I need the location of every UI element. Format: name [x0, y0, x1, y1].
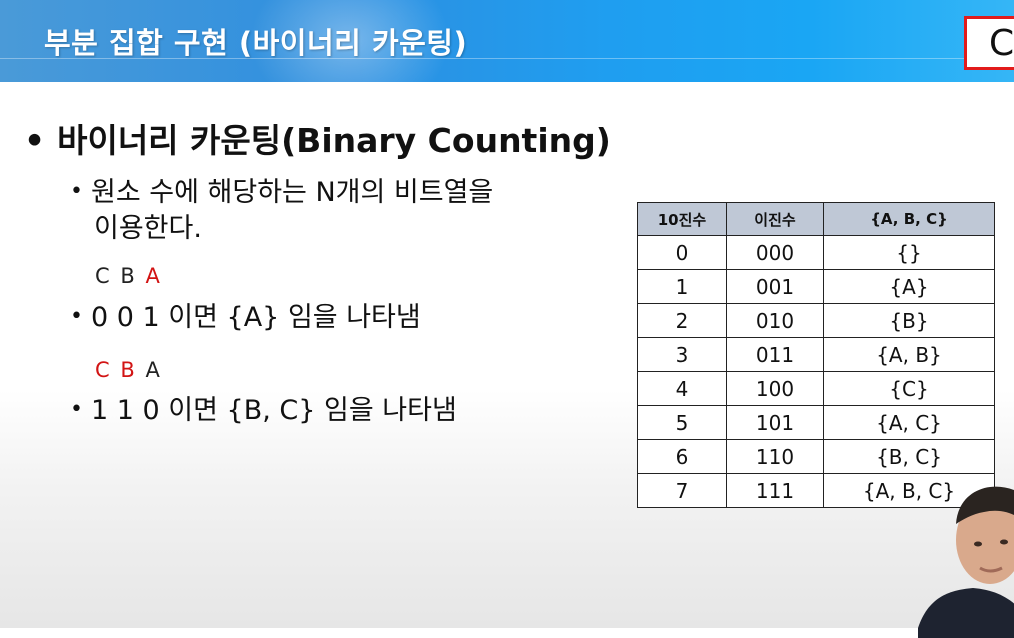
cell-decimal: 5 [637, 405, 727, 440]
sub-bullet-1-line1: 원소 수에 해당하는 N개의 비트열을 [90, 177, 494, 208]
table-row: 1 001 {A} [637, 269, 995, 304]
cell-binary: 010 [726, 303, 824, 338]
cell-subset: {A} [823, 269, 995, 304]
bit-label-b: B [120, 264, 137, 288]
table-row: 5 101 {A, C} [637, 405, 995, 440]
table-row: 3 011 {A, B} [637, 337, 995, 372]
sub-bullet-1-line2: 이용한다. [94, 213, 202, 244]
header-glow [250, 0, 450, 82]
bit-label-b: B [120, 358, 137, 382]
cell-binary: 011 [726, 337, 824, 372]
bit-labels-2: C B A [95, 358, 162, 382]
cell-subset: {} [823, 235, 995, 270]
cell-binary: 110 [726, 439, 824, 474]
cell-binary: 100 [726, 371, 824, 406]
subset-table: 10진수 이진수 {A, B, C} 0 000 {} 1 001 {A} 2 … [637, 202, 995, 508]
sub-bullet-1-continued: 이용한다. [94, 206, 202, 245]
bullet-dot: • [70, 179, 83, 204]
bit-label-a: A [145, 358, 162, 382]
cell-decimal: 1 [637, 269, 727, 304]
cell-subset: {A, C} [823, 405, 995, 440]
table-row: 2 010 {B} [637, 303, 995, 338]
table-row: 0 000 {} [637, 235, 995, 270]
header-line [0, 58, 1014, 59]
cell-binary: 000 [726, 235, 824, 270]
slide-header: 부분 집합 구현 (바이너리 카운팅) C [0, 0, 1014, 82]
main-bullet-text: 바이너리 카운팅(Binary Counting) [57, 121, 611, 160]
bit-label-c: C [95, 358, 112, 382]
cell-decimal: 3 [637, 337, 727, 372]
sub-bullet-3-text: 1 1 0 이면 {B, C} 임을 나타냄 [90, 395, 457, 426]
cell-decimal: 6 [637, 439, 727, 474]
table-row: 4 100 {C} [637, 371, 995, 406]
corner-logo-box: C [964, 16, 1014, 70]
cell-decimal: 7 [637, 473, 727, 508]
bullet-dot: • [70, 304, 83, 329]
cell-binary: 101 [726, 405, 824, 440]
cell-subset: {B, C} [823, 439, 995, 474]
header-binary: 이진수 [726, 202, 824, 236]
sub-bullet-2: • 0 0 1 이면 {A} 임을 나타냄 [70, 295, 421, 334]
header-subset: {A, B, C} [823, 202, 995, 236]
bit-labels-1: C B A [95, 264, 162, 288]
cell-decimal: 2 [637, 303, 727, 338]
bit-label-a: A [145, 264, 162, 288]
bullet-dot: • [70, 397, 83, 422]
cell-decimal: 4 [637, 371, 727, 406]
main-bullet: • 바이너리 카운팅(Binary Counting) [24, 114, 611, 162]
table-row: 7 111 {A, B, C} [637, 473, 995, 508]
cell-subset: {C} [823, 371, 995, 406]
cell-binary: 001 [726, 269, 824, 304]
cell-decimal: 0 [637, 235, 727, 270]
cell-subset: {A, B, C} [823, 473, 995, 508]
sub-bullet-3: • 1 1 0 이면 {B, C} 임을 나타냄 [70, 388, 457, 427]
table-header-row: 10진수 이진수 {A, B, C} [637, 202, 995, 236]
cell-binary: 111 [726, 473, 824, 508]
slide-title: 부분 집합 구현 (바이너리 카운팅) [44, 26, 468, 60]
cell-subset: {A, B} [823, 337, 995, 372]
sub-bullet-2-text: 0 0 1 이면 {A} 임을 나타냄 [90, 302, 421, 333]
corner-letter: C [989, 23, 1014, 64]
table-row: 6 110 {B, C} [637, 439, 995, 474]
bullet-dot: • [24, 121, 46, 160]
sub-bullet-1: • 원소 수에 해당하는 N개의 비트열을 [70, 170, 493, 209]
bit-label-c: C [95, 264, 112, 288]
cell-subset: {B} [823, 303, 995, 338]
header-decimal: 10진수 [637, 202, 727, 236]
presenter-video-overlay [918, 486, 1014, 638]
